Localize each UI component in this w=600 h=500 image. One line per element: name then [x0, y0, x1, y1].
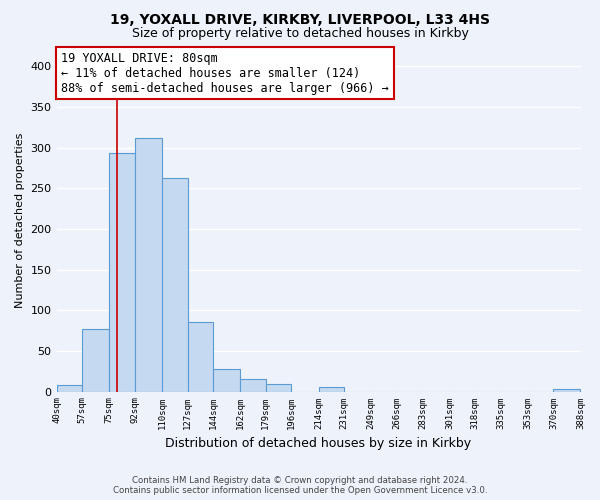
- Bar: [162, 178, 188, 392]
- Bar: [213, 369, 240, 392]
- Text: Contains HM Land Registry data © Crown copyright and database right 2024.
Contai: Contains HM Land Registry data © Crown c…: [113, 476, 487, 495]
- Y-axis label: Number of detached properties: Number of detached properties: [15, 133, 25, 308]
- X-axis label: Distribution of detached houses by size in Kirkby: Distribution of detached houses by size …: [166, 437, 472, 450]
- Bar: [109, 154, 135, 392]
- Bar: [266, 384, 292, 392]
- Bar: [135, 138, 162, 392]
- Bar: [82, 329, 109, 392]
- Text: 19 YOXALL DRIVE: 80sqm
← 11% of detached houses are smaller (124)
88% of semi-de: 19 YOXALL DRIVE: 80sqm ← 11% of detached…: [61, 52, 389, 94]
- Text: 19, YOXALL DRIVE, KIRKBY, LIVERPOOL, L33 4HS: 19, YOXALL DRIVE, KIRKBY, LIVERPOOL, L33…: [110, 12, 490, 26]
- Bar: [553, 389, 580, 392]
- Text: Size of property relative to detached houses in Kirkby: Size of property relative to detached ho…: [131, 28, 469, 40]
- Bar: [319, 388, 344, 392]
- Bar: [240, 378, 266, 392]
- Bar: [56, 385, 82, 392]
- Bar: [188, 322, 213, 392]
